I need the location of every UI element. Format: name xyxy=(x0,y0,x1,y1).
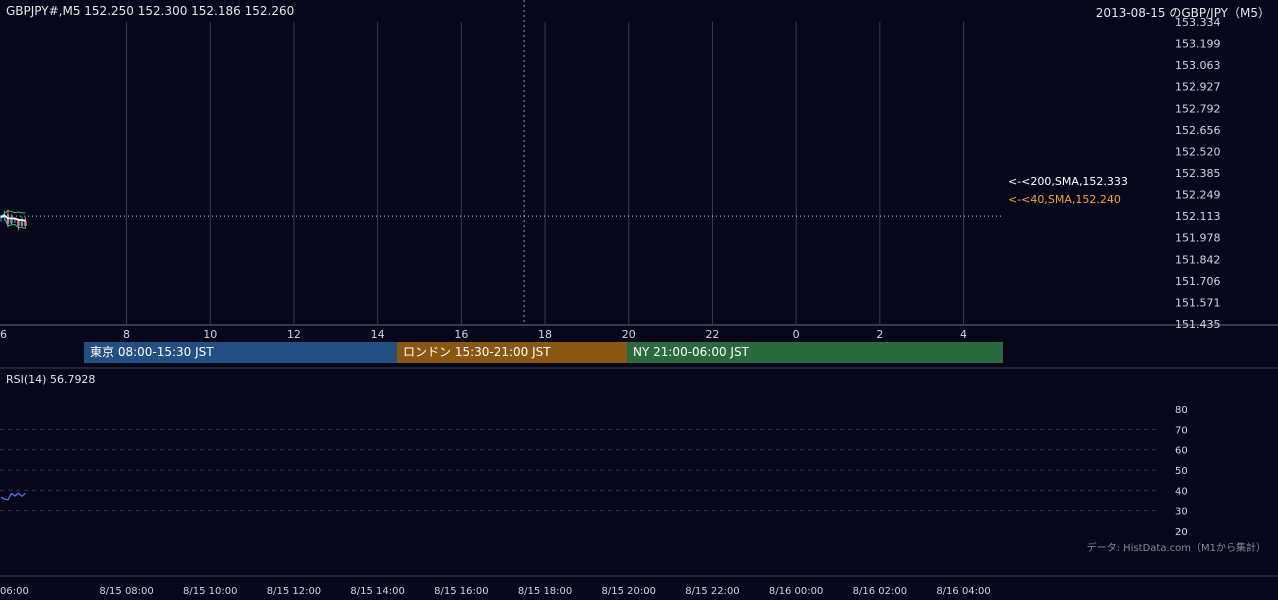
time-tick-label: 8/15 16:00 xyxy=(434,586,488,597)
price-tick-label: 151.435 xyxy=(1175,318,1221,331)
hour-tick-label: 2 xyxy=(876,328,883,341)
candle-body xyxy=(10,218,13,224)
price-axis-ticks: 153.334 153.199 153.063 152.927 152.792 152.6… xyxy=(1175,16,1221,331)
rsi-grid xyxy=(0,428,1160,512)
price-tick-label: 153.334 xyxy=(1175,16,1221,29)
hour-tick-label: 16 xyxy=(454,328,468,341)
symbol-quote: GBPJPY#,M5 152.250 152.300 152.186 152.2… xyxy=(6,4,295,18)
rsi-axis-ticks: 80 70 60 50 40 30 20 xyxy=(1175,405,1188,538)
session-ny: NY 21:00-06:00 JST xyxy=(627,342,1003,363)
price-tick-label: 152.249 xyxy=(1175,189,1221,202)
rsi-tick-label: 60 xyxy=(1175,446,1188,457)
price-tick-label: 153.063 xyxy=(1175,59,1221,72)
time-tick-label: 06:00 xyxy=(0,586,29,597)
rsi-line xyxy=(0,492,26,501)
time-tick-label: 8/15 14:00 xyxy=(350,586,404,597)
bollinger-bands xyxy=(0,210,26,230)
price-tick-label: 151.571 xyxy=(1175,296,1221,309)
time-tick-label: 8/15 10:00 xyxy=(183,586,237,597)
price-grid xyxy=(0,0,1278,577)
chart-title: 2013-08-15 のGBP/JPY（M5） xyxy=(1095,6,1270,20)
indicator-labels: <-<200,SMA,152.333 <-<40,SMA,152.240 xyxy=(1008,175,1128,206)
sma200-label: <-<200,SMA,152.333 xyxy=(1008,175,1128,188)
rsi-tick-label: 50 xyxy=(1175,466,1188,477)
session-london-label: ロンドン 15:30-21:00 JST xyxy=(403,345,551,359)
price-tick-label: 152.385 xyxy=(1175,167,1221,180)
session-london: ロンドン 15:30-21:00 JST xyxy=(397,342,627,363)
time-tick-label: 8/15 08:00 xyxy=(99,586,153,597)
price-tick-label: 152.792 xyxy=(1175,102,1221,115)
price-tick-label: 153.199 xyxy=(1175,38,1221,51)
rsi-tick-label: 70 xyxy=(1175,425,1188,436)
price-tick-label: 152.520 xyxy=(1175,145,1221,158)
hour-tick-label: 18 xyxy=(538,328,552,341)
session-ny-label: NY 21:00-06:00 JST xyxy=(633,345,749,359)
hour-tick-label: 12 xyxy=(287,328,301,341)
candle-body xyxy=(0,216,3,219)
price-tick-label: 151.706 xyxy=(1175,275,1221,288)
price-tick-label: 152.656 xyxy=(1175,124,1221,137)
price-tick-label: 152.927 xyxy=(1175,81,1221,94)
bollinger-lower-line xyxy=(0,216,26,230)
candle xyxy=(24,216,27,228)
rsi-tick-label: 30 xyxy=(1175,507,1188,518)
rsi-tick-label: 80 xyxy=(1175,405,1188,416)
rsi-tick-label: 40 xyxy=(1175,486,1188,497)
sma200-line xyxy=(0,214,26,222)
session-tokyo: 東京 08:00-15:30 JST xyxy=(84,342,397,363)
hour-tick-label: 10 xyxy=(203,328,217,341)
price-tick-label: 151.842 xyxy=(1175,253,1221,266)
time-tick-label: 8/15 12:00 xyxy=(267,586,321,597)
hour-tick-label: 6 xyxy=(0,328,7,341)
candle xyxy=(10,214,13,226)
time-tick-label: 8/15 22:00 xyxy=(685,586,739,597)
sma40-label: <-<40,SMA,152.240 xyxy=(1008,193,1121,206)
price-tick-label: 151.978 xyxy=(1175,232,1221,245)
candle-body xyxy=(17,219,20,227)
rsi-polyline xyxy=(0,492,26,501)
data-source-credit: データ: HistData.com（M1から集計） xyxy=(1086,543,1266,554)
bollinger-upper-line xyxy=(0,210,26,218)
hour-tick-label: 8 xyxy=(123,328,130,341)
session-tokyo-label: 東京 08:00-15:30 JST xyxy=(90,345,214,359)
time-tick-label: 8/15 18:00 xyxy=(518,586,572,597)
time-tick-label: 8/16 04:00 xyxy=(936,586,990,597)
moving-averages xyxy=(0,214,26,222)
hour-tick-label: 4 xyxy=(960,328,967,341)
hour-axis-ticks: 6 8 10 12 14 16 18 20 22 0 2 4 xyxy=(0,328,967,341)
hour-tick-label: 14 xyxy=(371,328,385,341)
candle xyxy=(20,216,24,227)
price-tick-label: 152.113 xyxy=(1175,210,1221,223)
time-axis-ticks: 06:00 8/15 08:00 8/15 10:00 8/15 12:00 8/15 … xyxy=(0,586,991,597)
candle-body xyxy=(20,221,24,227)
time-tick-label: 8/16 00:00 xyxy=(769,586,823,597)
time-tick-label: 8/16 02:00 xyxy=(853,586,907,597)
hour-tick-label: 20 xyxy=(622,328,636,341)
rsi-tick-label: 20 xyxy=(1175,527,1188,538)
candle-body xyxy=(24,221,27,226)
time-tick-label: 8/15 20:00 xyxy=(602,586,656,597)
rsi-label: RSI(14) 56.7928 xyxy=(6,373,96,386)
hour-tick-label: 0 xyxy=(793,328,800,341)
hour-tick-label: 22 xyxy=(705,328,719,341)
